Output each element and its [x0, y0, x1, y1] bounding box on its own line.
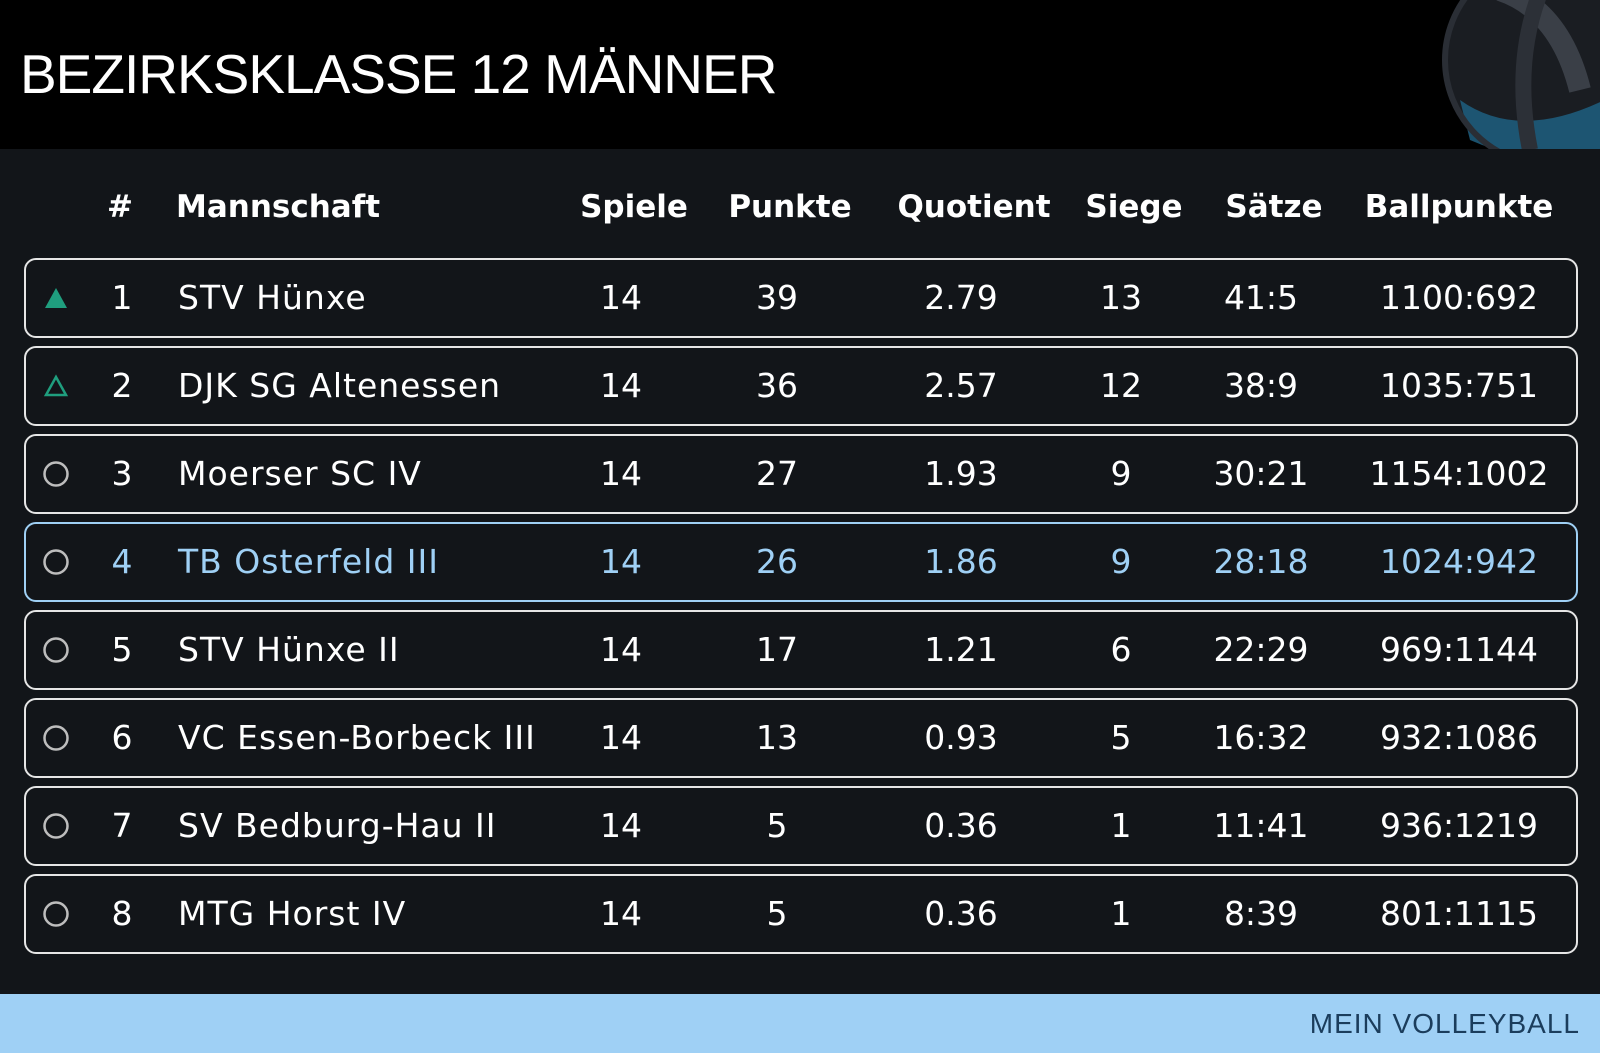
wins-cell: 12: [1100, 366, 1142, 405]
sets-cell: 28:18: [1213, 542, 1309, 581]
ballpoints-cell: 1035:751: [1379, 366, 1539, 405]
games-cell: 14: [600, 366, 642, 405]
wins-cell: 5: [1110, 718, 1132, 757]
team-name: STV Hünxe: [178, 278, 367, 317]
quotient-cell: 0.93: [924, 718, 998, 757]
rank-cell: 8: [111, 894, 133, 933]
games-cell: 14: [600, 454, 642, 493]
quotient-cell: 2.79: [924, 278, 998, 317]
quotient-cell: 1.93: [924, 454, 998, 493]
column-header-team: Mannschaft: [176, 189, 381, 225]
rank-cell: 3: [111, 454, 133, 493]
games-cell: 14: [600, 542, 642, 581]
table-row[interactable]: 8 MTG Horst IV 14 5 0.36 1 8:39 801:1115: [24, 874, 1578, 954]
volleyball-icon: [1442, 0, 1600, 149]
column-header-quotient: Quotient: [897, 189, 1051, 225]
wins-cell: 9: [1110, 542, 1132, 581]
circle-icon: [43, 725, 69, 751]
ballpoints-cell: 1024:942: [1379, 542, 1539, 581]
wins-cell: 1: [1110, 806, 1132, 845]
points-cell: 5: [766, 894, 788, 933]
quotient-cell: 1.21: [924, 630, 998, 669]
points-cell: 5: [766, 806, 788, 845]
ballpoints-cell: 1154:1002: [1369, 454, 1549, 493]
table-row[interactable]: 5 STV Hünxe II 14 17 1.21 6 22:29 969:1144: [24, 610, 1578, 690]
sets-cell: 41:5: [1223, 278, 1299, 317]
outline-triangle-icon: [43, 374, 69, 397]
sets-cell: 16:32: [1213, 718, 1309, 757]
column-header-ballpoints: Ballpunkte: [1364, 189, 1554, 225]
team-name: SV Bedburg-Hau II: [178, 806, 497, 845]
team-name: TB Osterfeld III: [178, 542, 439, 581]
filled-triangle-icon: [45, 288, 67, 308]
games-cell: 14: [600, 894, 642, 933]
team-name: DJK SG Altenessen: [178, 366, 502, 405]
table-row[interactable]: 7 SV Bedburg-Hau II 14 5 0.36 1 11:41 936:1219: [24, 786, 1578, 866]
points-cell: 39: [756, 278, 798, 317]
wins-cell: 1: [1110, 894, 1132, 933]
column-header-points: Punkte: [728, 189, 852, 225]
circle-icon: [43, 461, 69, 487]
table-row[interactable]: 3 Moerser SC IV 14 27 1.93 9 30:21 1154:1002: [24, 434, 1578, 514]
games-cell: 14: [600, 718, 642, 757]
team-name: Moerser SC IV: [178, 454, 422, 493]
quotient-cell: 0.36: [924, 894, 998, 933]
ballpoints-cell: 936:1219: [1379, 806, 1539, 845]
points-cell: 26: [756, 542, 798, 581]
games-cell: 14: [600, 278, 642, 317]
ballpoints-cell: 969:1144: [1379, 630, 1539, 669]
team-name: VC Essen-Borbeck III: [178, 718, 536, 757]
rank-cell: 6: [111, 718, 133, 757]
table-row[interactable]: 6 VC Essen-Borbeck III 14 13 0.93 5 16:32 932:1…: [24, 698, 1578, 778]
games-cell: 14: [600, 630, 642, 669]
table-row[interactable]: 4 TB Osterfeld III 14 26 1.86 9 28:18 1024:942: [24, 522, 1578, 602]
ballpoints-cell: 932:1086: [1379, 718, 1539, 757]
sets-cell: 11:41: [1213, 806, 1309, 845]
page-title: BEZIRKSKLASSE 12 MÄNNER: [20, 43, 777, 105]
header: BEZIRKSKLASSE 12 MÄNNER: [0, 0, 1600, 149]
rank-cell: 5: [111, 630, 133, 669]
points-cell: 13: [756, 718, 798, 757]
table-row[interactable]: 2 DJK SG Altenessen 14 36 2.57 12 38:9 1035:751: [24, 346, 1578, 426]
games-cell: 14: [600, 806, 642, 845]
sets-cell: 22:29: [1213, 630, 1309, 669]
column-header-rank: #: [107, 189, 133, 225]
standings-table: # Mannschaft Spiele Punkte Quotient Sieg…: [0, 149, 1600, 994]
column-header-wins: Siege: [1085, 189, 1183, 225]
team-name: STV Hünxe II: [178, 630, 400, 669]
points-cell: 17: [756, 630, 798, 669]
quotient-cell: 1.86: [924, 542, 998, 581]
points-cell: 36: [756, 366, 798, 405]
circle-icon: [43, 901, 69, 927]
brand-label: MEIN VOLLEYBALL: [1309, 1008, 1580, 1039]
wins-cell: 9: [1110, 454, 1132, 493]
ballpoints-cell: 801:1115: [1379, 894, 1539, 933]
column-header-games: Spiele: [580, 189, 688, 225]
circle-icon: [43, 813, 69, 839]
ballpoints-cell: 1100:692: [1379, 278, 1539, 317]
points-cell: 27: [756, 454, 798, 493]
column-header-sets: Sätze: [1225, 189, 1323, 225]
sets-cell: 38:9: [1223, 366, 1299, 405]
table-row[interactable]: 1 STV Hünxe 14 39 2.79 13 41:5 1100:692: [24, 258, 1578, 338]
sets-cell: 8:39: [1223, 894, 1299, 933]
circle-icon: [43, 637, 69, 663]
wins-cell: 6: [1110, 630, 1132, 669]
team-name: MTG Horst IV: [178, 894, 407, 933]
quotient-cell: 0.36: [924, 806, 998, 845]
circle-icon: [43, 549, 69, 575]
footer: MEIN VOLLEYBALL: [0, 994, 1600, 1053]
rank-cell: 2: [111, 366, 133, 405]
rank-cell: 7: [111, 806, 133, 845]
table-header: # Mannschaft Spiele Punkte Quotient Sieg…: [24, 189, 1578, 239]
sets-cell: 30:21: [1213, 454, 1309, 493]
wins-cell: 13: [1100, 278, 1142, 317]
rank-cell: 1: [111, 278, 133, 317]
rank-cell: 4: [111, 542, 133, 581]
quotient-cell: 2.57: [924, 366, 998, 405]
